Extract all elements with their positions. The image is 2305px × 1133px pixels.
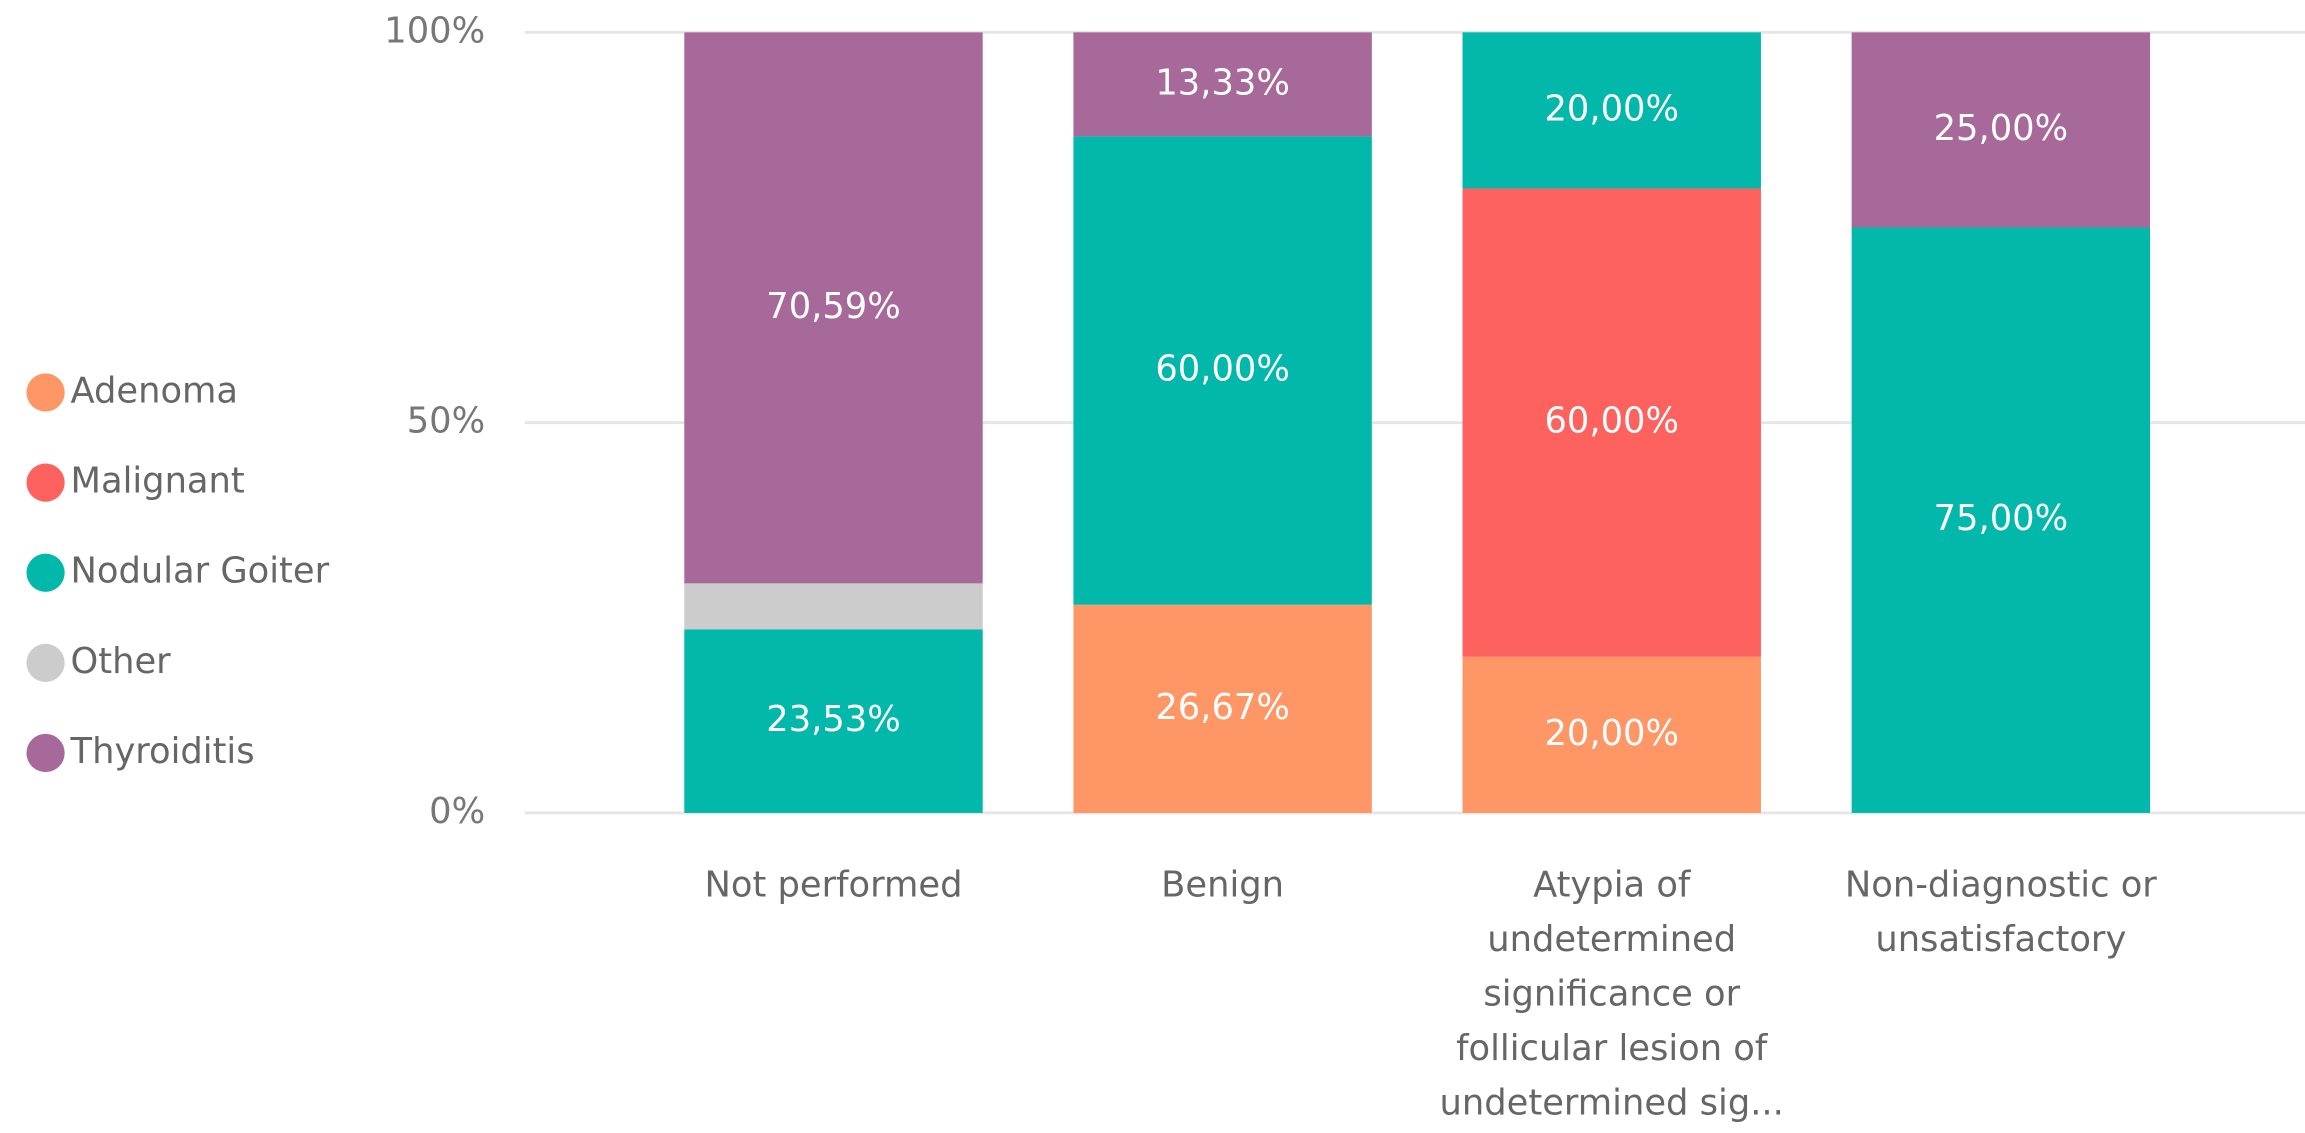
x-tick-label-box: Non-diagnostic or unsatisfactory (1844, 864, 2157, 960)
data-label: 60,00% (1545, 401, 1679, 442)
data-label: 20,00% (1545, 88, 1679, 129)
y-tick-label: 100% (384, 10, 485, 51)
data-label: 26,67% (1155, 687, 1289, 728)
bar-segment (1462, 32, 1761, 189)
data-label: 23,53% (766, 699, 900, 740)
data-label: 75,00% (1934, 498, 2068, 539)
bar-segment (1073, 136, 1372, 605)
legend-marker (26, 643, 65, 682)
data-label: 20,00% (1545, 713, 1679, 754)
data-label: 60,00% (1155, 349, 1289, 390)
legend-label: Other (71, 641, 172, 682)
bar-segment (1851, 32, 2151, 228)
bar-segment (1851, 227, 2151, 813)
legend-label: Adenoma (71, 371, 238, 412)
legend-label: Thyroiditis (70, 731, 255, 772)
x-tick-label: Not performed (704, 864, 963, 906)
legend-marker (26, 733, 65, 773)
legend-marker (26, 553, 65, 592)
legend-label: Nodular Goiter (71, 551, 330, 592)
bar-segment (684, 629, 983, 813)
x-tick-label-box: Not performed (704, 864, 963, 906)
x-tick-label: Non-diagnostic or unsatisfactory (1844, 864, 2157, 960)
y-tick-label: 50% (407, 401, 485, 442)
legend-label: Malignant (71, 461, 245, 502)
legend-marker (26, 463, 65, 502)
x-tick-label-box: Atypia of undetermined significance or f… (1439, 864, 1784, 1124)
y-tick-label: 0% (429, 791, 485, 832)
bar-segment (1462, 188, 1761, 657)
bar-segment (1462, 656, 1761, 813)
data-label: 70,59% (766, 286, 900, 327)
bar-segment (684, 32, 983, 584)
data-label: 25,00% (1934, 108, 2068, 149)
bar-segment (684, 583, 983, 630)
bar-segment (1073, 604, 1372, 813)
data-label: 13,33% (1155, 62, 1289, 103)
x-tick-label: Atypia of undetermined significance or f… (1439, 864, 1784, 1124)
x-tick-label: Benign (1161, 864, 1285, 906)
x-tick-label-box: Benign (1161, 864, 1285, 906)
legend-marker (26, 373, 65, 412)
bar-segment (1073, 32, 1372, 137)
